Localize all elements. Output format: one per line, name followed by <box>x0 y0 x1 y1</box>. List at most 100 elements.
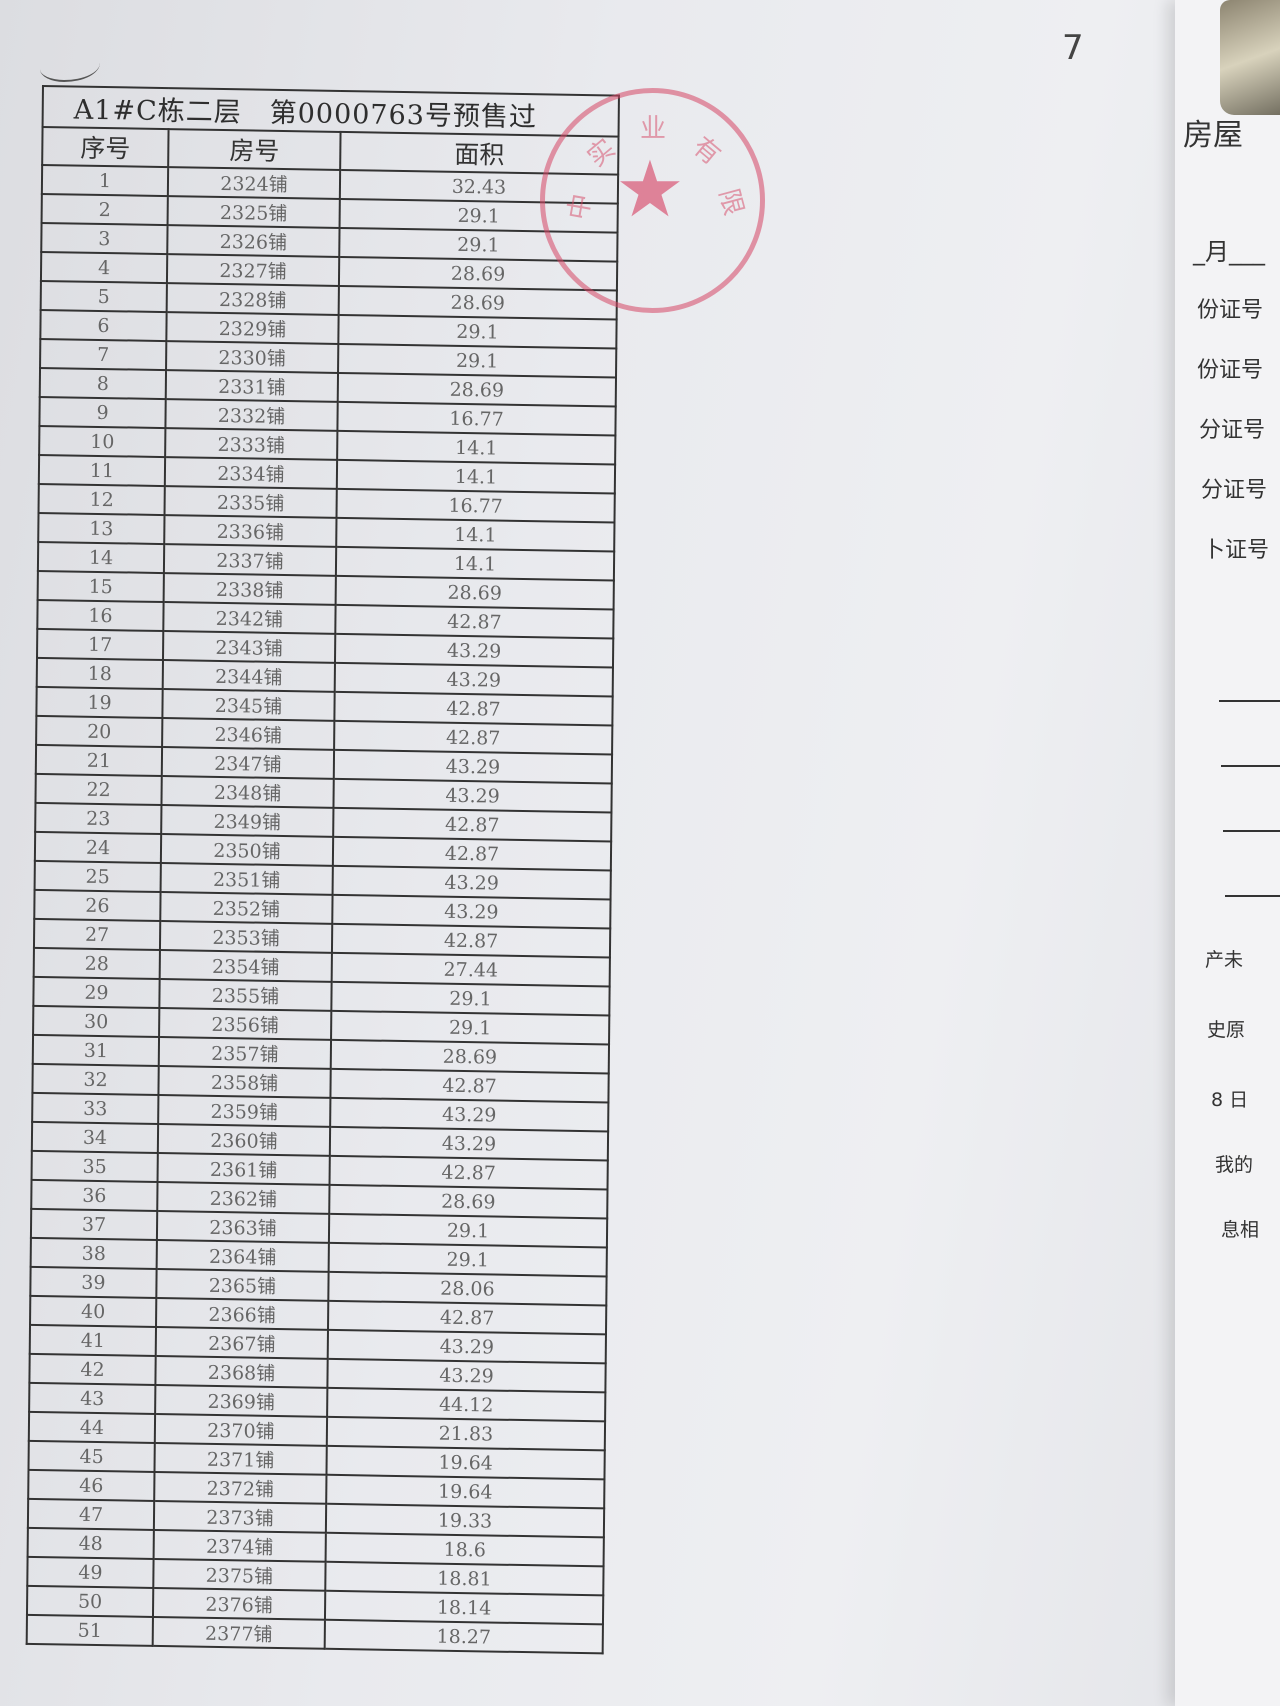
area-cell: 14.1 <box>336 517 615 552</box>
blank-line <box>1219 700 1280 702</box>
unit-cell: 2333铺 <box>165 428 338 460</box>
area-cell: 29.1 <box>338 314 617 349</box>
blank-line <box>1225 895 1280 897</box>
id-label: 卜证号 <box>1203 538 1270 563</box>
unit-cell: 2338铺 <box>163 573 336 605</box>
area-cell: 28.69 <box>335 575 614 610</box>
unit-cell: 2353铺 <box>159 921 333 953</box>
unit-cell: 2371铺 <box>154 1442 327 1475</box>
binder-clip <box>1220 0 1280 115</box>
unit-cell: 2349铺 <box>161 805 334 837</box>
text-fragment: 8 日 <box>1211 1089 1249 1111</box>
serial-cell: 12 <box>38 483 165 516</box>
unit-cell: 2337铺 <box>163 544 337 576</box>
area-cell: 42.87 <box>331 923 611 958</box>
unit-cell: 2328铺 <box>166 283 339 315</box>
unit-cell: 2352铺 <box>160 892 333 924</box>
area-cell: 29.1 <box>331 981 610 1016</box>
serial-cell: 19 <box>36 686 163 719</box>
serial-cell: 26 <box>34 889 161 922</box>
presale-unit-table: A1#C栋二层 第0000763号预售过 序号 房号 面积 1 2324铺 32.4… <box>26 85 620 1654</box>
area-cell: 16.77 <box>336 488 615 523</box>
id-label: 分证号 <box>1201 478 1268 503</box>
unit-cell: 2348铺 <box>161 776 334 808</box>
blank-line <box>1223 830 1280 832</box>
unit-cell: 2324铺 <box>167 167 341 199</box>
unit-cell: 2346铺 <box>162 718 335 750</box>
serial-cell: 28 <box>33 947 160 979</box>
unit-cell: 2332铺 <box>165 399 338 431</box>
unit-cell: 2358铺 <box>158 1065 331 1098</box>
unit-cell: 2374铺 <box>153 1529 326 1562</box>
serial-cell: 45 <box>28 1440 155 1472</box>
area-cell: 42.87 <box>329 1155 608 1190</box>
unit-cell: 2344铺 <box>162 660 335 692</box>
serial-cell: 21 <box>35 744 163 777</box>
area-cell: 43.29 <box>333 778 612 813</box>
unit-cell: 2357铺 <box>158 1036 332 1069</box>
area-cell: 43.29 <box>334 633 614 668</box>
unit-cell: 2342铺 <box>163 602 336 634</box>
area-cell: 42.87 <box>330 1068 609 1103</box>
serial-cell: 31 <box>32 1034 160 1066</box>
unit-cell: 2345铺 <box>162 689 335 721</box>
serial-cell: 7 <box>40 338 167 371</box>
blank-line <box>1221 765 1280 767</box>
unit-cell: 2375铺 <box>153 1558 326 1591</box>
area-cell: 19.64 <box>326 1474 605 1509</box>
area-cell: 42.87 <box>333 807 612 842</box>
unit-cell: 2350铺 <box>160 834 334 866</box>
serial-cell: 4 <box>40 251 168 284</box>
unit-cell: 2373铺 <box>153 1500 327 1533</box>
serial-cell: 50 <box>26 1585 154 1617</box>
unit-cell: 2330铺 <box>166 341 339 373</box>
text-fragment: 产未 <box>1205 949 1244 971</box>
serial-cell: 16 <box>37 599 164 632</box>
unit-cell: 2343铺 <box>162 631 336 663</box>
unit-cell: 2356铺 <box>159 1007 332 1040</box>
area-cell: 28.69 <box>337 372 617 407</box>
area-cell: 14.1 <box>337 430 616 465</box>
area-cell: 43.29 <box>330 1097 609 1132</box>
serial-cell: 34 <box>31 1121 159 1153</box>
serial-cell: 17 <box>36 628 164 661</box>
seal-lettering: 中 实 业 有 限 <box>563 114 749 223</box>
area-cell: 14.1 <box>335 546 615 581</box>
serial-cell: 11 <box>38 454 166 487</box>
unit-cell: 2329铺 <box>166 312 339 344</box>
serial-cell: 39 <box>30 1266 157 1298</box>
unit-cell: 2347铺 <box>161 747 335 779</box>
serial-cell: 46 <box>28 1469 155 1501</box>
area-cell: 27.44 <box>331 952 610 987</box>
serial-cell: 25 <box>34 860 161 893</box>
serial-cell: 29 <box>33 976 160 1008</box>
area-cell: 18.14 <box>324 1590 604 1625</box>
unit-cell: 2361铺 <box>157 1152 330 1185</box>
area-cell: 19.64 <box>326 1445 605 1480</box>
serial-cell: 20 <box>36 715 163 748</box>
unit-cell: 2327铺 <box>166 254 340 286</box>
serial-cell: 10 <box>39 425 166 458</box>
company-seal: ★ 中 实 业 有 限 <box>540 88 765 313</box>
serial-cell: 32 <box>32 1063 159 1095</box>
area-cell: 21.83 <box>326 1416 606 1451</box>
area-cell: 29.1 <box>328 1242 607 1277</box>
text-fragment: 我的 <box>1215 1154 1254 1176</box>
text-fragment: 息相 <box>1221 1219 1260 1241</box>
star-icon: ★ <box>615 145 685 235</box>
unit-cell: 2331铺 <box>165 370 339 402</box>
area-cell: 42.87 <box>335 604 614 639</box>
area-cell: 18.81 <box>325 1561 604 1596</box>
pen-mark <box>40 50 100 82</box>
next-page-edge: 房屋 _月___ 份证号 份证号 分证号 分证号 卜证号 产未 史原 8 日 我… <box>1175 0 1280 1706</box>
serial-cell: 36 <box>31 1179 158 1211</box>
area-cell: 42.87 <box>327 1300 607 1335</box>
unit-cell: 2362铺 <box>157 1181 330 1214</box>
serial-cell: 9 <box>39 396 166 429</box>
unit-cell: 2325铺 <box>167 196 340 228</box>
unit-cell: 2326铺 <box>167 225 340 257</box>
next-page-title: 房屋 <box>1183 118 1243 153</box>
area-cell: 18.6 <box>325 1532 604 1567</box>
serial-cell: 23 <box>35 802 162 835</box>
unit-cell: 2369铺 <box>155 1384 328 1417</box>
